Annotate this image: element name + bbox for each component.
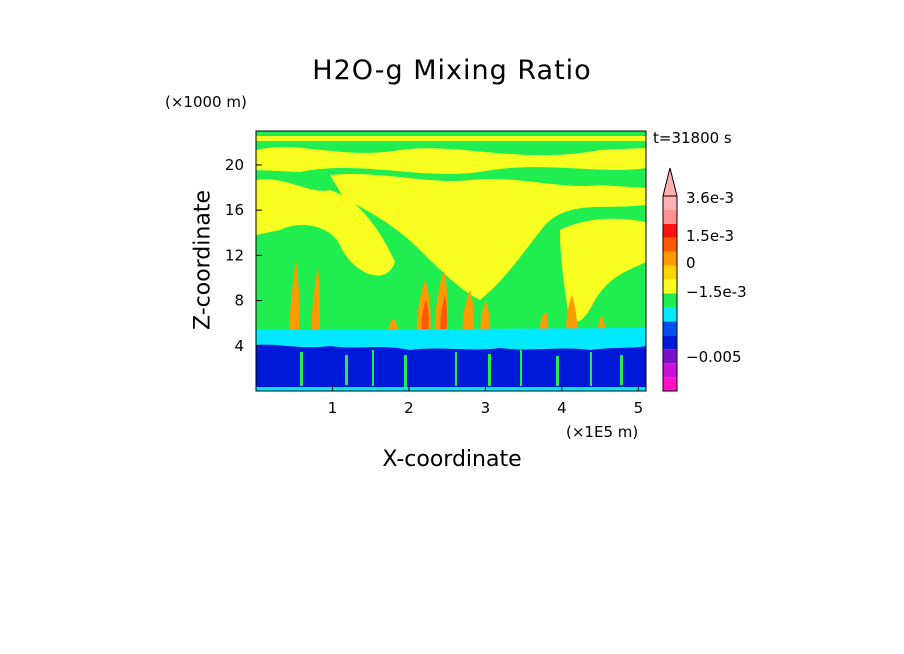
colorbar-band xyxy=(663,265,677,280)
y-tick-label: 16 xyxy=(225,201,244,219)
colorbar-band xyxy=(663,349,677,364)
colorbar-tick-label: −0.005 xyxy=(686,348,742,366)
x-tick-label: 1 xyxy=(328,399,338,417)
streak xyxy=(520,350,522,386)
field-mid-moist-region-2 xyxy=(330,173,646,300)
colorbar-band xyxy=(663,321,677,336)
field-mid-moist-region-1 xyxy=(256,179,395,276)
field-blue-layer xyxy=(256,344,646,387)
colorbar: 3.6e-3 1.5e-3 0 −1.5e-3 −0.005 xyxy=(662,167,747,392)
streak xyxy=(556,356,559,386)
field-right-moist-region xyxy=(560,218,646,322)
x-tick-label: 5 xyxy=(634,399,644,417)
colorbar-frame xyxy=(662,195,678,392)
streak xyxy=(455,352,457,386)
x-axis-ticks: 1 2 3 4 5 xyxy=(328,385,643,417)
colorbar-tick-label: 1.5e-3 xyxy=(686,227,734,245)
x-tick-label: 3 xyxy=(481,399,491,417)
x-axis-label: X-coordinate xyxy=(382,447,522,472)
streak xyxy=(300,352,303,386)
colorbar-band xyxy=(663,293,677,308)
time-label: t=31800 s xyxy=(653,129,732,147)
colorbar-band xyxy=(663,209,677,224)
x-axis-unit: (×1E5 m) xyxy=(566,423,639,441)
y-tick-label: 8 xyxy=(234,292,244,310)
field-surface-strip xyxy=(256,387,646,391)
colorbar-tick-label: 0 xyxy=(686,254,696,272)
colorbar-band xyxy=(663,251,677,266)
colorbar-band xyxy=(663,237,677,252)
streak xyxy=(345,355,348,385)
x-tick-label: 4 xyxy=(557,399,567,417)
colorbar-band xyxy=(663,196,677,210)
field-upper-moist-band xyxy=(256,147,646,174)
colorbar-tick-label: −1.5e-3 xyxy=(686,283,747,301)
streak xyxy=(372,350,374,386)
colorbar-band xyxy=(663,363,677,378)
plume-core xyxy=(440,295,447,340)
colorbar-tick-label: 3.6e-3 xyxy=(686,189,734,207)
x-tick-label: 2 xyxy=(404,399,414,417)
chart-title: H2O-g Mixing Ratio xyxy=(312,55,592,86)
y-tick-label: 12 xyxy=(225,246,244,264)
streak xyxy=(590,352,592,386)
plume xyxy=(289,260,300,345)
colorbar-band xyxy=(663,307,677,322)
y-tick-label: 4 xyxy=(234,337,244,355)
heatmap-field xyxy=(256,131,646,391)
y-axis-ticks: 4 8 12 16 20 xyxy=(225,156,262,355)
colorbar-band xyxy=(663,279,677,294)
y-tick-label: 20 xyxy=(225,156,244,174)
y-axis-unit: (×1000 m) xyxy=(165,93,247,111)
streak xyxy=(404,355,407,387)
streak xyxy=(620,355,623,385)
colorbar-band xyxy=(663,223,677,238)
field-thin-band xyxy=(256,136,646,141)
streak xyxy=(488,354,491,386)
plume xyxy=(311,265,320,350)
colorbar-extend-arrow xyxy=(662,167,678,197)
plot-frame xyxy=(255,130,647,392)
colorbar-band xyxy=(663,377,677,391)
colorbar-band xyxy=(663,335,677,350)
field-surface-streaks xyxy=(300,350,623,387)
